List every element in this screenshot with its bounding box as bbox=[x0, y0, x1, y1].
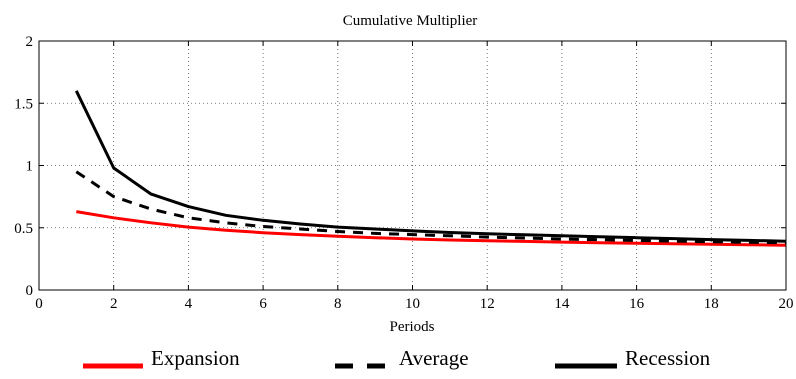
series-line-average bbox=[75, 170, 787, 245]
legend: Expansion Average Recession bbox=[0, 344, 796, 376]
legend-label-average: Average bbox=[399, 346, 469, 370]
legend-swatch-average bbox=[335, 363, 391, 369]
y-tick-label: 2 bbox=[26, 34, 34, 50]
x-tick-label: 8 bbox=[334, 296, 342, 312]
x-tick-label: 12 bbox=[480, 296, 495, 312]
y-tick-label: 0 bbox=[26, 283, 34, 299]
legend-swatch-recession bbox=[555, 363, 617, 369]
series-line-expansion bbox=[76, 210, 787, 247]
legend-swatch-expansion bbox=[83, 363, 143, 369]
x-tick-label: 6 bbox=[259, 296, 267, 312]
x-tick-label: 18 bbox=[704, 296, 719, 312]
y-tick-label: 0.5 bbox=[14, 221, 33, 237]
legend-label-recession: Recession bbox=[625, 346, 711, 370]
legend-label-expansion: Expansion bbox=[151, 346, 240, 370]
y-tick-label: 1 bbox=[26, 159, 34, 175]
x-tick-label: 4 bbox=[185, 296, 193, 312]
x-tick-label: 10 bbox=[405, 296, 420, 312]
y-tick-label: 1.5 bbox=[14, 96, 33, 112]
x-tick-label: 16 bbox=[629, 296, 645, 312]
x-tick-label: 0 bbox=[35, 296, 43, 312]
x-tick-label: 14 bbox=[554, 296, 570, 312]
grid-lines bbox=[39, 41, 786, 290]
x-tick-label: 2 bbox=[110, 296, 118, 312]
x-axis-label: Periods bbox=[390, 319, 435, 335]
chart-title: Cumulative Multiplier bbox=[343, 13, 478, 29]
series-line-recession bbox=[74, 90, 787, 243]
axis-ticks: 0 2 4 6 8 10 12 14 16 18 20 0 0.5 1 1.5 2 bbox=[14, 34, 793, 312]
series-lines bbox=[74, 90, 787, 247]
cumulative-multiplier-chart: Cumulative Multiplier 0 2 4 6 8 10 12 14 16 18 200… bbox=[14, 13, 793, 335]
x-tick-label: 20 bbox=[779, 296, 794, 312]
